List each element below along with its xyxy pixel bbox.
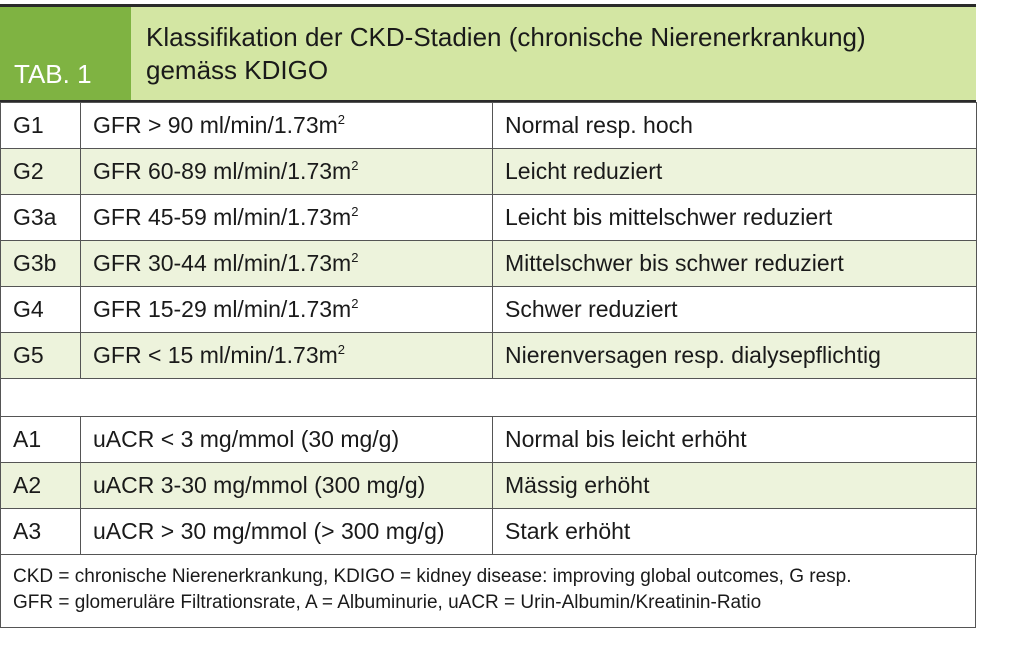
stage-cell: G3b	[0, 240, 81, 287]
stage-cell: G3a	[0, 194, 81, 241]
range-cell: GFR 60-89 ml/min/1.73m2	[80, 148, 493, 195]
range-cell: uACR < 3 mg/mmol (30 mg/g)	[80, 416, 493, 463]
stage-cell: G5	[0, 332, 81, 379]
range-cell: GFR < 15 ml/min/1.73m2	[80, 332, 493, 379]
description-cell: Nierenversagen resp. dialysepflichtig	[492, 332, 977, 379]
ckd-classification-table: TAB. 1 Klassifikation der CKD-Stadien (c…	[0, 4, 977, 628]
table-title-line-2: gemäss KDIGO	[146, 55, 329, 85]
table-footnote: CKD = chronische Nierenerkrankung, KDIGO…	[0, 555, 976, 628]
table-row: G4 GFR 15-29 ml/min/1.73m2 Schwer reduzi…	[0, 286, 977, 333]
description-cell: Normal bis leicht erhöht	[492, 416, 977, 463]
table-row: G5 GFR < 15 ml/min/1.73m2 Nierenversagen…	[0, 332, 977, 379]
description-cell: Mittelschwer bis schwer reduziert	[492, 240, 977, 287]
description-cell: Leicht bis mittelschwer reduziert	[492, 194, 977, 241]
table-row: A1 uACR < 3 mg/mmol (30 mg/g) Normal bis…	[0, 416, 977, 463]
stage-cell: G2	[0, 148, 81, 195]
classification-grid: G1 GFR > 90 ml/min/1.73m2 Normal resp. h…	[0, 102, 977, 555]
description-cell: Normal resp. hoch	[492, 102, 977, 149]
footnote-line-1: CKD = chronische Nierenerkrankung, KDIGO…	[13, 566, 852, 587]
range-cell: uACR 3-30 mg/mmol (300 mg/g)	[80, 462, 493, 509]
stage-cell: G4	[0, 286, 81, 333]
range-cell: GFR > 90 ml/min/1.73m2	[80, 102, 493, 149]
table-title-line-1: Klassifikation der CKD-Stadien (chronisc…	[146, 22, 866, 52]
table-row: G3b GFR 30-44 ml/min/1.73m2 Mittelschwer…	[0, 240, 977, 287]
description-cell: Schwer reduziert	[492, 286, 977, 333]
table-row: A2 uACR 3-30 mg/mmol (300 mg/g) Mässig e…	[0, 462, 977, 509]
table-row: G2 GFR 60-89 ml/min/1.73m2 Leicht reduzi…	[0, 148, 977, 195]
description-cell: Mässig erhöht	[492, 462, 977, 509]
table-row: G1 GFR > 90 ml/min/1.73m2 Normal resp. h…	[0, 102, 977, 149]
section-spacer-row	[0, 378, 977, 417]
table-row: G3a GFR 45-59 ml/min/1.73m2 Leicht bis m…	[0, 194, 977, 241]
stage-cell: A2	[0, 462, 81, 509]
table-header: TAB. 1 Klassifikation der CKD-Stadien (c…	[0, 7, 976, 102]
range-cell: GFR 15-29 ml/min/1.73m2	[80, 286, 493, 333]
footnote-line-2: GFR = glomeruläre Filtrationsrate, A = A…	[13, 592, 762, 613]
range-cell: GFR 45-59 ml/min/1.73m2	[80, 194, 493, 241]
range-cell: GFR 30-44 ml/min/1.73m2	[80, 240, 493, 287]
table-number-label: TAB. 1	[0, 7, 131, 100]
table-title: Klassifikation der CKD-Stadien (chronisc…	[131, 7, 976, 100]
stage-cell: A1	[0, 416, 81, 463]
description-cell: Leicht reduziert	[492, 148, 977, 195]
description-cell: Stark erhöht	[492, 508, 977, 555]
table-row: A3 uACR > 30 mg/mmol (> 300 mg/g) Stark …	[0, 508, 977, 555]
stage-cell: A3	[0, 508, 81, 555]
stage-cell: G1	[0, 102, 81, 149]
range-cell: uACR > 30 mg/mmol (> 300 mg/g)	[80, 508, 493, 555]
